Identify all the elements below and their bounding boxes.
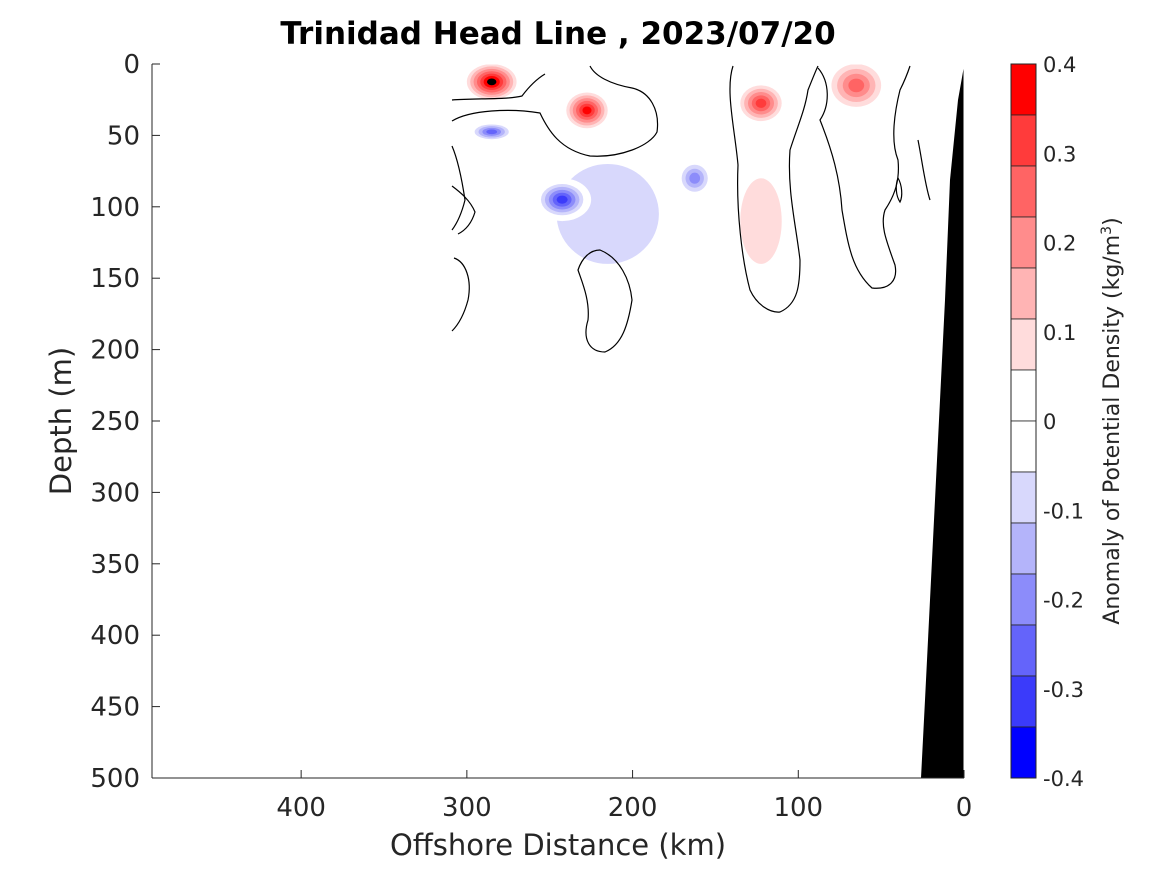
colorbar-segment — [1010, 726, 1037, 779]
anomaly-contour-fill — [582, 106, 592, 115]
colorbar-label-close: ) — [1100, 217, 1126, 226]
colorbar-tick-label: -0.1 — [1043, 499, 1084, 523]
colorbar-segment — [1010, 522, 1037, 575]
y-tick-label: 500 — [90, 764, 140, 794]
anomaly-contour-fill — [740, 178, 782, 264]
y-tick-label: 50 — [107, 121, 140, 151]
y-tick-label: 0 — [123, 50, 140, 80]
x-axis: 400 300 200 100 0 — [276, 770, 972, 823]
zero-contour-line — [451, 145, 466, 231]
positive-anomaly-region — [831, 64, 882, 107]
negative-anomaly-region — [674, 156, 716, 200]
zero-contour-line — [451, 73, 546, 101]
colorbar-segment — [1010, 165, 1037, 218]
colorbar-segment — [1010, 420, 1037, 473]
zero-contour-line — [917, 139, 931, 201]
positive-anomaly-region — [740, 178, 782, 264]
colorbar-segment — [1010, 675, 1037, 728]
anomaly-contour-fill — [446, 278, 558, 707]
chart-title: Trinidad Head Line , 2023/07/20 — [280, 16, 836, 52]
y-tick-label: 400 — [90, 621, 140, 651]
y-tick-label: 250 — [90, 407, 140, 437]
colorbar-segment — [1010, 471, 1037, 524]
anomaly-contour-fill — [556, 195, 568, 204]
anomaly-contour-fill — [798, 392, 898, 778]
anomaly-contour-fill — [848, 78, 865, 93]
colorbar-segment — [1010, 63, 1037, 116]
zero-contour-line — [577, 249, 633, 353]
y-tick-label: 100 — [90, 193, 140, 223]
zero-contour-line — [451, 185, 476, 235]
colorbar-tick-label: 0.1 — [1043, 321, 1076, 345]
y-axis: 0 50 100 150 200 250 300 350 400 450 500 — [90, 50, 160, 794]
colorbar — [1010, 63, 1037, 779]
positive-anomaly-region — [466, 64, 517, 100]
colorbar-ticks: 0.4 0.3 0.2 0.1 0 -0.1 -0.2 -0.3 -0.4 — [1043, 53, 1084, 791]
colorbar-segment — [1010, 216, 1037, 269]
colorbar-tick-label: 0.4 — [1043, 53, 1076, 77]
anomaly-contour-fill — [689, 172, 701, 184]
x-tick-label: 0 — [956, 793, 973, 823]
y-tick-label: 300 — [90, 478, 140, 508]
negative-anomaly-region — [483, 92, 732, 336]
colorbar-label-superscript: 3 — [1098, 225, 1115, 235]
colorbar-segment — [1010, 573, 1037, 626]
zero-contour-line — [451, 257, 470, 332]
colorbar-segment — [1010, 369, 1037, 422]
bathymetry-shelf — [921, 66, 964, 778]
density-anomaly-field — [446, 64, 898, 778]
x-axis-label: Offshore Distance (km) — [389, 828, 727, 862]
colorbar-segment — [1010, 114, 1037, 167]
colorbar-segment — [1010, 624, 1037, 677]
x-tick-label: 100 — [773, 793, 823, 823]
x-tick-label: 300 — [442, 793, 492, 823]
colorbar-tick-label: -0.3 — [1043, 678, 1084, 702]
anomaly-contour-fill — [755, 98, 767, 108]
positive-anomaly-region — [566, 92, 608, 129]
negative-anomaly-region — [446, 278, 558, 707]
negative-anomaly-region — [533, 178, 592, 222]
anomaly-contour-fill — [486, 129, 498, 135]
colorbar-tick-label: 0.2 — [1043, 232, 1076, 256]
y-tick-label: 150 — [90, 264, 140, 294]
colorbar-tick-label: -0.4 — [1043, 767, 1084, 791]
positive-anomaly-region — [740, 85, 782, 122]
colorbar-frame — [1010, 63, 1037, 779]
negative-anomaly-region — [798, 392, 898, 778]
colorbar-segment — [1010, 267, 1037, 320]
negative-anomaly-region — [632, 292, 732, 557]
y-tick-label: 200 — [90, 336, 140, 366]
y-axis-label: Depth (m) — [44, 346, 78, 496]
colorbar-tick-label: -0.2 — [1043, 589, 1084, 613]
colorbar-tick-label: 0 — [1043, 410, 1056, 434]
colorbar-label-text: Anomaly of Potential Density (kg/m — [1100, 234, 1126, 625]
colorbar-segment — [1010, 318, 1037, 371]
y-tick-label: 450 — [90, 693, 140, 723]
contour-lines — [451, 65, 931, 353]
zero-contour-line — [451, 65, 659, 157]
anomaly-contour-fill — [487, 78, 497, 86]
colorbar-label: Anomaly of Potential Density (kg/m3) — [1099, 217, 1125, 624]
y-tick-label: 350 — [90, 550, 140, 580]
zero-contour-line — [895, 176, 903, 204]
zero-contour-line — [817, 65, 911, 289]
anomaly-contour-fill — [632, 292, 732, 557]
negative-anomaly-region — [466, 121, 517, 143]
zero-contour-line — [729, 65, 819, 313]
negative-anomaly-region — [806, 135, 848, 207]
colorbar-tick-label: 0.3 — [1043, 142, 1076, 166]
x-tick-label: 200 — [608, 793, 658, 823]
x-tick-label: 400 — [276, 793, 326, 823]
